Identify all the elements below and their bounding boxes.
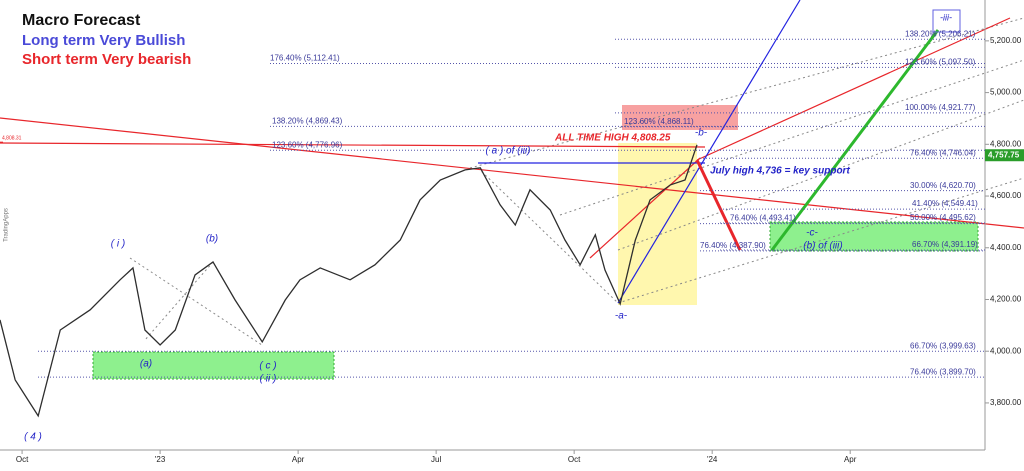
last-price-tag bbox=[985, 149, 1024, 162]
trend-line bbox=[696, 17, 1011, 161]
trend-line bbox=[0, 117, 1024, 229]
fib-level-label: 138.20% (5,206.21) bbox=[905, 29, 976, 38]
x-tick-label: '24 bbox=[707, 455, 718, 464]
last-price-label: 4,757.75 bbox=[988, 150, 1020, 159]
wave-label: ( c ) bbox=[259, 361, 276, 372]
wave-label: ALL TIME HIGH 4,808.25 bbox=[554, 133, 671, 144]
channel-line bbox=[129, 257, 263, 346]
green-zone bbox=[92, 351, 335, 380]
fib-level-label: 76.40% (4,746.04) bbox=[910, 148, 976, 157]
fib-level-label: 76.40% (4,493.41) bbox=[730, 214, 796, 223]
wave-label: (a) bbox=[140, 359, 152, 370]
wave-label: (b) bbox=[206, 234, 218, 245]
fib-level-label: 76.40% (3,899.70) bbox=[910, 367, 976, 376]
subtitle: Long term Very Bullish bbox=[22, 32, 185, 49]
fib-level-label: 123.60% (4,868.11) bbox=[624, 117, 694, 126]
price-line bbox=[0, 144, 698, 418]
trend-line bbox=[0, 142, 706, 148]
wave-label: -b- bbox=[695, 128, 708, 139]
fib-level-label: 66.70% (3,999.63) bbox=[910, 341, 976, 350]
y-tick-label: 4,200.00 bbox=[990, 295, 1022, 304]
green-zone bbox=[769, 221, 979, 252]
fib-level-label: 66.70% (4,391.19) bbox=[912, 240, 978, 249]
fib-level-label: 138.20% (4,869.43) bbox=[272, 116, 343, 125]
x-tick-label: Apr bbox=[292, 455, 305, 464]
chart-title: Macro Forecast bbox=[22, 12, 141, 29]
channel-line bbox=[144, 261, 214, 341]
wave-label: ( a ) of (iii) bbox=[486, 146, 531, 157]
y-tick-label: 4,000.00 bbox=[990, 346, 1022, 355]
x-tick-label: '23 bbox=[155, 455, 166, 464]
red-zone bbox=[622, 105, 738, 130]
forecast-arrow bbox=[695, 159, 742, 251]
wave-label: July high 4,736 = key support bbox=[710, 166, 850, 177]
target-box bbox=[932, 9, 961, 33]
y-tick-label: 4,800.00 bbox=[990, 139, 1022, 148]
y-tick-label: 5,000.00 bbox=[990, 88, 1022, 97]
wave-label: ( 4 ) bbox=[24, 432, 42, 443]
trend-line bbox=[617, 0, 801, 304]
x-tick-label: Jul bbox=[431, 455, 441, 464]
x-tick-label: Apr bbox=[844, 455, 857, 464]
x-tick-label: Oct bbox=[568, 455, 581, 464]
yellow-zone bbox=[618, 143, 697, 305]
channel-line bbox=[559, 59, 1024, 216]
channel-line bbox=[469, 17, 1024, 169]
fib-level-label: 123.60% (5,097.50) bbox=[905, 57, 976, 66]
fib-level-label: 100.00% (4,921.77) bbox=[905, 103, 976, 112]
wave-label: -iii- bbox=[940, 12, 952, 22]
channel-lines bbox=[129, 17, 1024, 346]
y-tick-label: 3,800.00 bbox=[990, 398, 1022, 407]
fib-level-label: 176.40% (5,112.41) bbox=[270, 54, 340, 63]
channel-line bbox=[477, 167, 619, 304]
wave-label: ( ii ) bbox=[260, 374, 277, 385]
watermark: TradingApps bbox=[4, 208, 10, 242]
fib-level-label: 123.60% (4,776.96) bbox=[272, 140, 343, 149]
wave-label: -a- bbox=[615, 311, 628, 322]
wave-label: -c- bbox=[806, 228, 818, 239]
trend-line bbox=[589, 157, 701, 259]
y-tick-label: 4,400.00 bbox=[990, 243, 1022, 252]
x-tick-label: Oct bbox=[16, 455, 29, 464]
wave-label: ( i ) bbox=[111, 239, 125, 250]
forecast-arrow bbox=[770, 29, 940, 251]
channel-line bbox=[617, 177, 1024, 304]
fib-level-label: 30.00% (4,620.70) bbox=[910, 181, 976, 190]
fib-level-label: 41.40% (4,549.41) bbox=[912, 199, 978, 208]
y-tick-label: 5,200.00 bbox=[990, 36, 1022, 45]
subtitle: Short term Very bearish bbox=[22, 51, 191, 68]
y-tick-label: 4,600.00 bbox=[990, 191, 1022, 200]
wave-label: (b) of (iii) bbox=[803, 241, 842, 252]
drawing-layer bbox=[0, 0, 1024, 451]
fib-level-label: 76.40% (4,387.90) bbox=[700, 241, 766, 250]
left-price-label: 4,808.31 bbox=[2, 135, 22, 141]
channel-line bbox=[617, 99, 1024, 251]
fib-level-label: 50.00% (4,495.62) bbox=[910, 213, 976, 222]
